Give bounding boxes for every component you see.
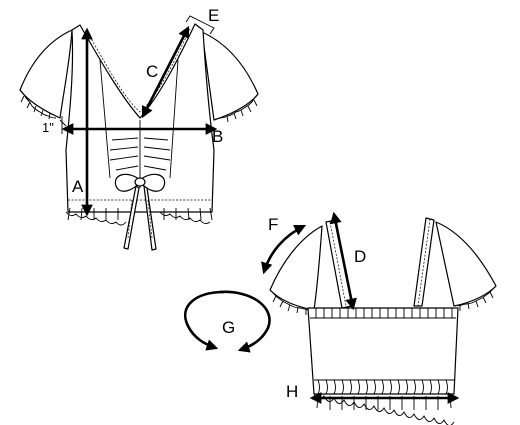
label-one-inch: 1" (42, 120, 54, 135)
back-right-sleeve (435, 221, 497, 307)
label-b: B (212, 127, 223, 146)
front-view-top (19, 23, 259, 251)
front-right-sleeve (201, 31, 259, 121)
back-left-sleeve-ruffle (269, 289, 309, 315)
front-right-sleeve-ruffle (219, 93, 259, 123)
label-c: C (146, 62, 158, 81)
measure-e-line (185, 15, 215, 35)
measure-d-arrow (330, 211, 357, 311)
label-h: H (286, 382, 298, 401)
back-view-top (269, 217, 497, 425)
back-bottom-shirring (314, 379, 454, 395)
front-bow (114, 173, 166, 251)
one-inch-tick (59, 116, 67, 134)
back-top-shirring (315, 308, 453, 318)
back-right-sleeve-ruffle (457, 285, 497, 311)
front-hem-ruffle (65, 207, 213, 226)
measure-f-arrow (261, 224, 307, 275)
label-a: A (72, 177, 84, 196)
measure-g-arrow-right (219, 290, 271, 353)
label-d: D (354, 247, 366, 266)
back-bodice (307, 307, 459, 395)
front-side-seam-left (99, 59, 111, 179)
front-left-sleeve (19, 29, 73, 119)
front-gathers (109, 120, 171, 188)
label-g: G (222, 318, 235, 337)
front-left-sleeve-ruffle (19, 89, 57, 120)
measure-g-arrow-left (183, 290, 225, 351)
label-f: F (268, 215, 278, 234)
label-e: E (208, 6, 219, 25)
measure-c-arrow (141, 25, 190, 119)
